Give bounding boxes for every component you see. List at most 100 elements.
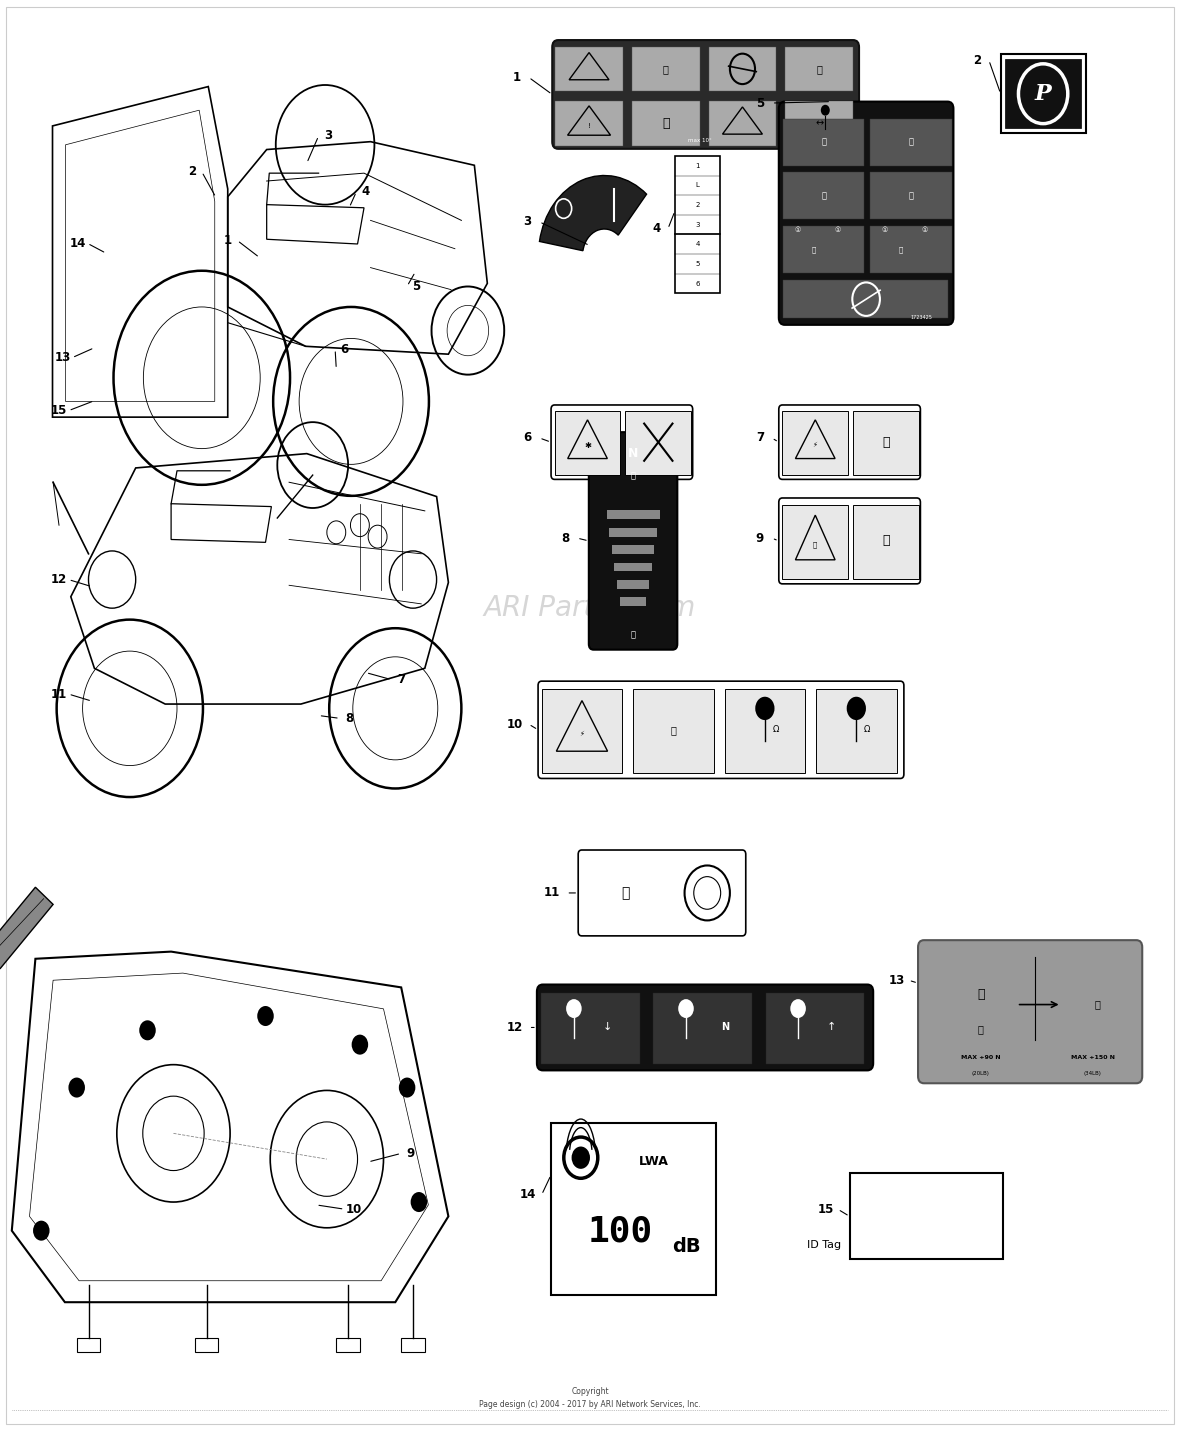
Text: 3: 3 (695, 222, 700, 228)
Text: 🫙: 🫙 (621, 886, 629, 900)
Text: 🔑: 🔑 (898, 246, 903, 253)
Text: 1: 1 (224, 233, 231, 248)
FancyBboxPatch shape (589, 432, 677, 650)
Circle shape (68, 1078, 85, 1098)
FancyBboxPatch shape (551, 405, 693, 479)
Text: 🏎: 🏎 (821, 137, 826, 147)
Text: ⚡: ⚡ (813, 442, 818, 448)
Bar (782, 411, 848, 475)
Text: 4: 4 (653, 222, 660, 236)
Text: 🏎: 🏎 (909, 137, 913, 147)
Bar (654, 993, 752, 1063)
Bar (620, 598, 647, 607)
Circle shape (411, 1192, 427, 1212)
Bar (542, 688, 622, 773)
Bar (675, 156, 720, 293)
Text: 2: 2 (974, 53, 981, 67)
Text: 15: 15 (818, 1202, 834, 1216)
Text: 11: 11 (51, 687, 67, 701)
Text: 3: 3 (524, 215, 531, 229)
Bar (195, 1338, 218, 1352)
Text: ↔: ↔ (815, 119, 824, 129)
Bar (625, 411, 691, 475)
Bar (709, 47, 776, 92)
Text: 1: 1 (513, 70, 520, 84)
Bar (551, 1123, 716, 1295)
Text: ⚡: ⚡ (579, 731, 584, 737)
Text: ①: ① (881, 228, 887, 233)
Bar (555, 411, 621, 475)
Text: ✱: ✱ (584, 441, 591, 449)
Text: 🐢: 🐢 (630, 630, 636, 640)
FancyBboxPatch shape (779, 405, 920, 479)
Text: 3: 3 (324, 129, 332, 143)
Bar (709, 102, 776, 146)
Text: N: N (628, 448, 638, 461)
Circle shape (678, 999, 694, 1017)
Text: Copyright
Page design (c) 2004 - 2017 by ARI Network Services, Inc.: Copyright Page design (c) 2004 - 2017 by… (479, 1387, 701, 1410)
Bar (1005, 59, 1081, 129)
Bar (1001, 54, 1086, 133)
Bar (556, 47, 623, 92)
Bar (607, 511, 660, 519)
FancyBboxPatch shape (779, 102, 953, 325)
Bar (786, 47, 853, 92)
Bar (542, 993, 640, 1063)
Bar (784, 280, 949, 318)
Text: 13: 13 (889, 973, 905, 987)
Bar (766, 993, 864, 1063)
Bar (632, 102, 700, 146)
Bar (850, 1173, 1003, 1259)
Text: 9: 9 (756, 531, 763, 545)
Text: 🚜: 🚜 (821, 192, 826, 200)
FancyBboxPatch shape (538, 681, 904, 778)
Circle shape (352, 1035, 368, 1055)
Bar (784, 172, 865, 219)
Text: ①: ① (834, 228, 841, 233)
Bar (617, 580, 649, 588)
Text: 🚜: 🚜 (978, 1025, 984, 1033)
Bar (336, 1338, 360, 1352)
Text: 🧑: 🧑 (977, 987, 984, 1002)
Circle shape (566, 999, 582, 1017)
Circle shape (847, 697, 866, 720)
Circle shape (139, 1020, 156, 1040)
Text: 🔥: 🔥 (813, 541, 818, 548)
FancyBboxPatch shape (578, 850, 746, 936)
Text: ↓: ↓ (603, 1023, 612, 1032)
Circle shape (257, 1006, 274, 1026)
Text: 9: 9 (407, 1146, 414, 1161)
Text: LWA: LWA (638, 1155, 668, 1168)
Circle shape (399, 1078, 415, 1098)
Wedge shape (539, 176, 647, 250)
Bar (556, 102, 623, 146)
Text: 5: 5 (695, 260, 700, 268)
Text: 14: 14 (519, 1188, 536, 1202)
Text: 🚜: 🚜 (1095, 1000, 1100, 1009)
Text: ①: ① (922, 228, 929, 233)
Text: 10: 10 (346, 1202, 362, 1216)
FancyBboxPatch shape (779, 498, 920, 584)
Text: 6: 6 (524, 431, 531, 445)
Bar (401, 1338, 425, 1352)
Text: Ω: Ω (864, 726, 871, 734)
Text: 1: 1 (695, 163, 700, 169)
Text: 8: 8 (562, 531, 569, 545)
Bar (786, 102, 853, 146)
Text: P: P (1035, 83, 1051, 104)
Bar (632, 47, 700, 92)
Text: ✋: ✋ (883, 435, 890, 449)
FancyBboxPatch shape (918, 940, 1142, 1083)
Circle shape (33, 1221, 50, 1241)
Circle shape (791, 999, 806, 1017)
Text: (20LB): (20LB) (972, 1070, 990, 1076)
Text: (34LB): (34LB) (1084, 1070, 1102, 1076)
Bar (611, 545, 654, 554)
Text: dB: dB (673, 1238, 701, 1256)
Text: 2: 2 (189, 165, 196, 179)
Text: MAX +150 N: MAX +150 N (1071, 1055, 1115, 1060)
Bar (784, 226, 865, 273)
Text: Ω: Ω (773, 726, 779, 734)
Text: 5: 5 (413, 279, 420, 293)
Bar (817, 688, 897, 773)
